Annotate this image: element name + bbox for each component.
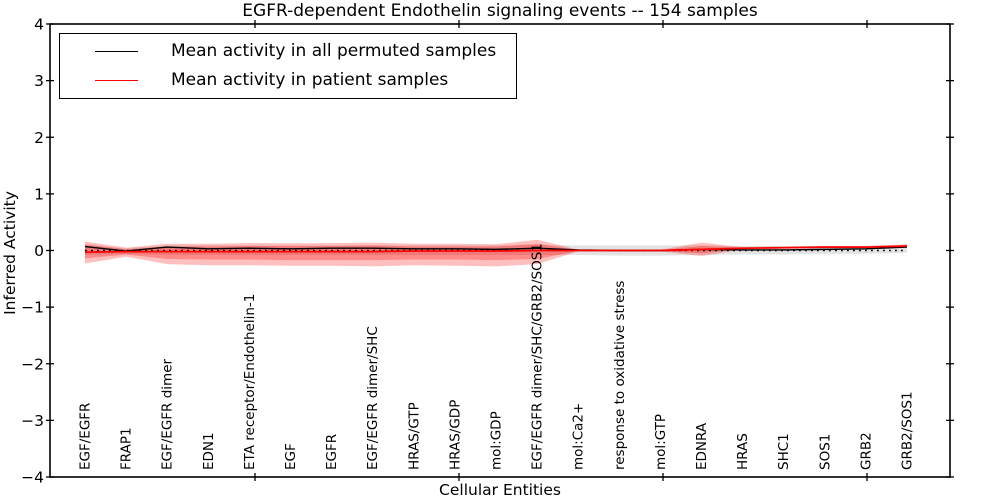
category-label: EGF/EGFR [78, 403, 94, 470]
category-label: EGF [283, 443, 299, 470]
y-tick-label: 2 [34, 129, 44, 147]
category-label: EGF/EGFR dimer/SHC/GRB2/SOS1 [530, 243, 546, 470]
patient-band-outer [85, 239, 907, 267]
category-label: mol:GTP [653, 414, 669, 470]
y-tick-label: 0 [34, 242, 44, 260]
chart-title: EGFR-dependent Endothelin signaling even… [242, 1, 758, 21]
line-patient-mean [84, 245, 908, 254]
y-tick-label: 1 [34, 185, 44, 203]
category-label: EGF/EGFR dimer/SHC [365, 326, 381, 470]
legend: Mean activity in all permuted samples Me… [59, 33, 517, 99]
y-tick-label: 3 [34, 72, 44, 90]
category-label: GRB2/SOS1 [900, 391, 916, 470]
legend-line-permuted [95, 51, 138, 53]
category-label: EGF/EGFR dimer [160, 358, 176, 470]
category-label: EGFR [324, 434, 340, 470]
category-label: SHC1 [776, 433, 792, 470]
legend-entry-permuted: Mean activity in all permuted samples [95, 41, 516, 62]
x-axis-label: Cellular Entities [439, 481, 561, 499]
y-tick-label: −3 [21, 412, 44, 430]
category-label: EDNRA [694, 422, 710, 470]
category-label: response to oxidative stress [612, 281, 628, 470]
category-label: HRAS/GTP [406, 402, 422, 470]
legend-entry-patient: Mean activity in patient samples [95, 70, 516, 91]
legend-line-patient [95, 79, 138, 81]
category-label: mol:Ca2+ [571, 403, 587, 470]
category-label: EDN1 [201, 432, 217, 470]
y-tick-label: −4 [21, 469, 44, 487]
category-label: SOS1 [817, 434, 833, 470]
legend-label-permuted: Mean activity in all permuted samples [171, 41, 497, 62]
category-label: mol:GDP [489, 411, 505, 470]
y-tick-label: 4 [34, 16, 44, 34]
category-label: GRB2 [858, 432, 874, 470]
line-permuted-mean [84, 245, 908, 252]
y-tick-label: −2 [21, 355, 44, 373]
legend-label-patient: Mean activity in patient samples [171, 69, 449, 90]
category-label: HRAS/GDP [447, 400, 463, 470]
y-tick-label: −1 [21, 299, 44, 317]
category-label: HRAS [735, 433, 751, 470]
category-label: ETA receptor/Endothelin-1 [242, 294, 258, 470]
category-label: FRAP1 [119, 427, 135, 470]
